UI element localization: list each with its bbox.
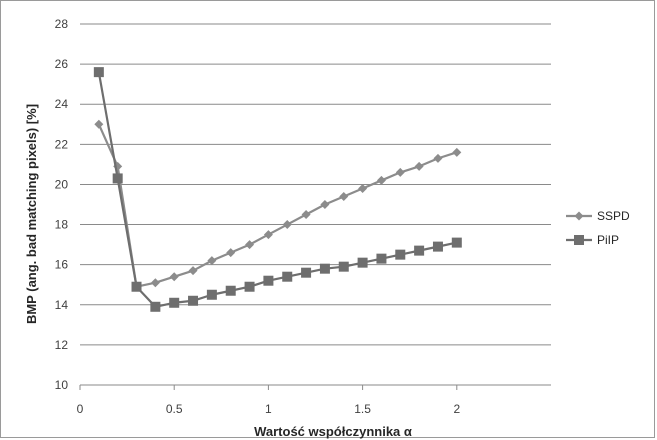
- data-point-square: [357, 257, 368, 268]
- data-point-square: [451, 237, 462, 248]
- data-point-square: [319, 263, 330, 274]
- y-axis-title: BMP (ang. bad matching pixels) [%]: [24, 104, 39, 324]
- data-point-square: [263, 275, 274, 286]
- data-point-square: [574, 235, 584, 245]
- data-point-diamond: [452, 147, 462, 157]
- data-point-diamond: [320, 200, 330, 209]
- data-point-diamond: [376, 175, 386, 185]
- data-point-square: [395, 249, 406, 260]
- data-point-diamond: [169, 272, 179, 282]
- y-tick-label: 10: [55, 378, 69, 392]
- data-point-square: [338, 261, 349, 272]
- data-point-diamond: [414, 161, 424, 171]
- y-tick-label: 12: [55, 338, 69, 352]
- y-tick-labels: 10 12 14 16 18 20 22 24 26 28: [55, 17, 69, 392]
- data-point-diamond: [188, 266, 198, 276]
- legend-label: SSPD: [597, 209, 630, 223]
- data-point-diamond: [339, 191, 349, 201]
- data-point-square: [93, 67, 104, 78]
- data-point-diamond: [433, 153, 443, 163]
- series-line: [97, 123, 458, 288]
- data-point-square: [376, 253, 387, 264]
- data-point-square: [112, 173, 123, 184]
- y-tick-label: 16: [55, 258, 69, 272]
- legend: SSPD PiIP: [566, 209, 630, 247]
- y-tick-label: 28: [55, 17, 69, 31]
- data-point-square: [282, 271, 293, 282]
- x-tick-label: 0.5: [166, 402, 183, 416]
- data-point-diamond: [207, 256, 217, 266]
- data-point-diamond: [301, 210, 311, 220]
- series-line: [97, 71, 458, 308]
- y-tick-label: 18: [55, 218, 69, 232]
- data-point-square: [188, 295, 199, 306]
- series-layer: [93, 67, 462, 312]
- y-tick-label: 24: [55, 97, 69, 111]
- gridlines: [80, 23, 551, 346]
- series-sspd: [94, 119, 462, 292]
- data-point-diamond: [245, 240, 255, 250]
- data-point-diamond: [358, 183, 368, 193]
- x-tick-label: 1.5: [354, 402, 371, 416]
- data-point-diamond: [150, 278, 160, 288]
- data-point-square: [432, 241, 443, 252]
- data-point-square: [225, 285, 236, 296]
- legend-item-sspd: SSPD: [566, 209, 630, 223]
- data-point-diamond: [574, 211, 584, 221]
- data-point-square: [301, 267, 312, 278]
- x-tick-label: 1: [265, 402, 272, 416]
- data-point-square: [206, 289, 217, 300]
- data-point-diamond: [226, 248, 236, 258]
- data-point-square: [169, 297, 180, 308]
- y-tick-label: 14: [55, 298, 69, 312]
- legend-label: PiIP: [597, 233, 619, 247]
- data-point-diamond: [94, 119, 104, 129]
- legend-item-piip: PiIP: [566, 233, 619, 247]
- y-tick-label: 20: [55, 177, 69, 191]
- x-axis-title: Wartość współczynnika α: [254, 424, 412, 439]
- y-tick-label: 26: [55, 57, 69, 71]
- data-point-square: [414, 245, 425, 256]
- series-piip: [93, 67, 462, 312]
- x-tick-label: 2: [453, 402, 460, 416]
- x-tick-label: 0: [77, 402, 84, 416]
- data-point-square: [150, 301, 161, 312]
- y-tick-label: 22: [55, 137, 69, 151]
- data-point-diamond: [395, 167, 405, 177]
- data-point-square: [244, 281, 255, 292]
- x-tick-labels: 0 0.5 1 1.5 2: [77, 385, 460, 416]
- data-point-diamond: [263, 230, 273, 240]
- data-point-square: [131, 281, 142, 292]
- data-point-diamond: [282, 220, 292, 230]
